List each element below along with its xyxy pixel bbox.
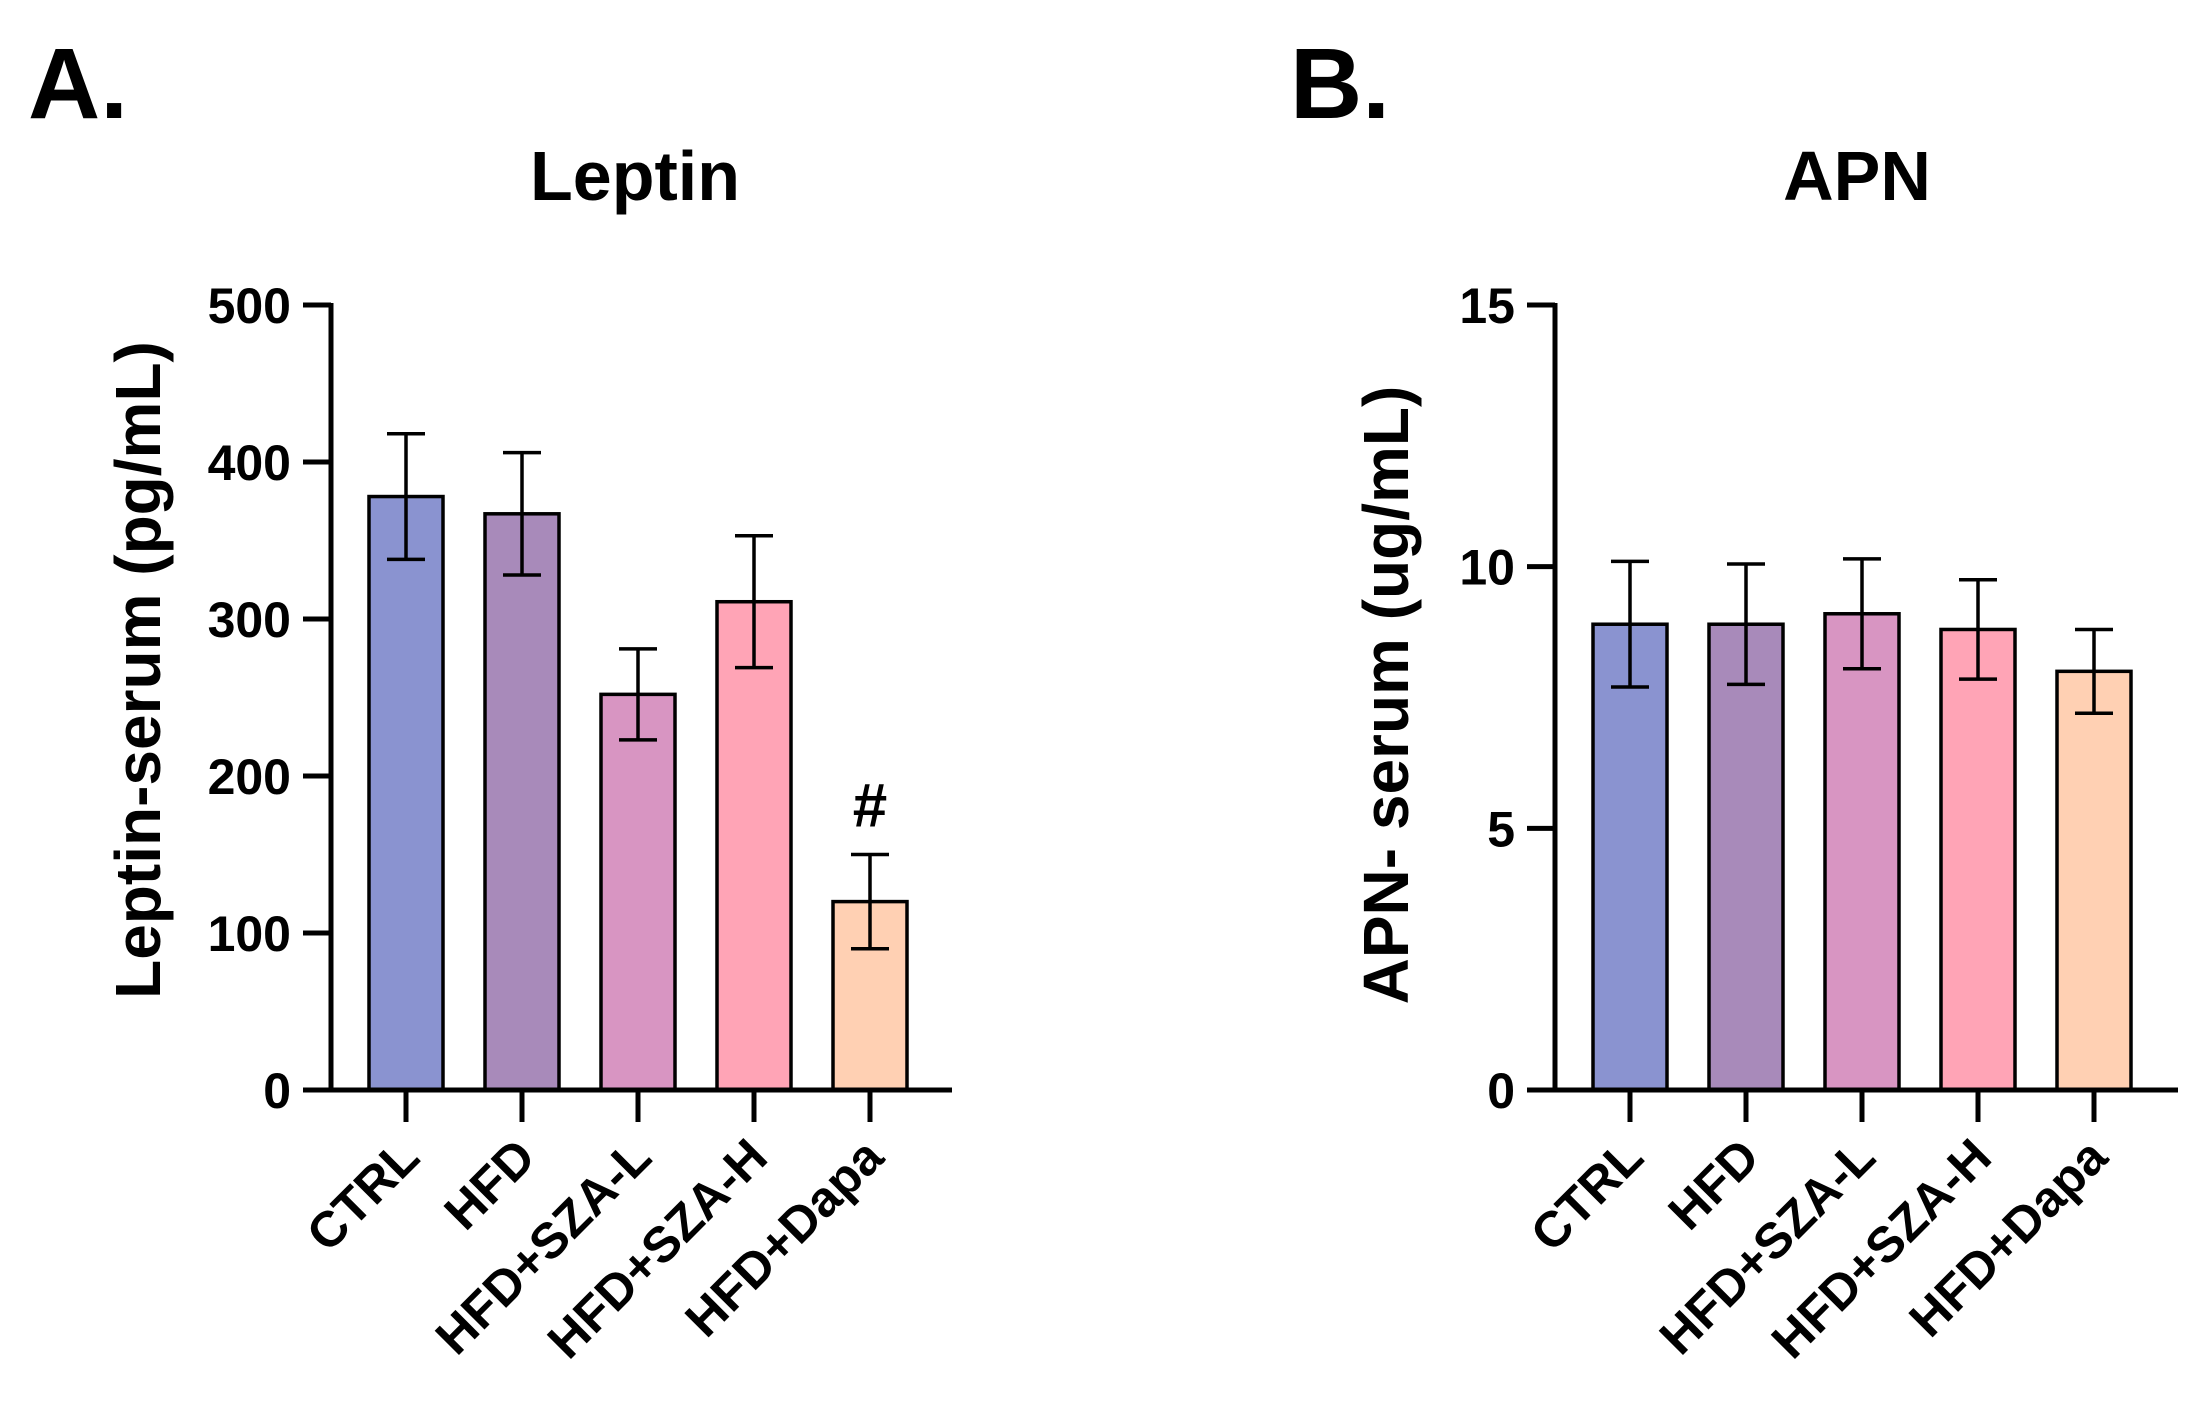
y-axis-title-apn: APN- serum (ug/mL): [1350, 386, 1422, 1005]
apn-error-bar-hfd: [1727, 562, 1765, 687]
leptin-y-tick-label: 0: [263, 1063, 291, 1119]
leptin-y-tick-label: 100: [208, 906, 291, 962]
leptin-bar-ctrl: [367, 494, 445, 1092]
apn-y-tick-label: 0: [1487, 1063, 1515, 1119]
leptin-bar-hfd-plus-sza-h: [715, 599, 793, 1092]
panel-letter-a: A.: [28, 28, 128, 140]
chart-title-leptin: Leptin: [530, 137, 740, 215]
leptin-significance-mark-hfd-plus-dapa: #: [853, 772, 887, 841]
apn-y-tick-label: 10: [1459, 540, 1515, 596]
apn-error-bar-hfd-plus-dapa: [2075, 627, 2113, 715]
leptin-error-bar-hfd-plus-dapa: [851, 852, 889, 951]
chart-title-apn: APN: [1783, 137, 1931, 215]
apn-y-tick-label: 15: [1459, 278, 1515, 334]
apn-error-bar-hfd-plus-sza-l: [1843, 557, 1881, 671]
apn-bar-hfd: [1707, 622, 1785, 1092]
leptin-bar-chart: CTRL HFDHFD+SZA-LHFD+SZA-H#HFD+Dapa010020…: [208, 278, 952, 1369]
leptin-y-tick-label: 400: [208, 435, 291, 491]
panel-letter-b: B.: [1290, 28, 1390, 140]
leptin-error-bar-hfd-plus-sza-l: [619, 647, 657, 742]
leptin-error-bar-ctrl: [387, 431, 425, 562]
leptin-bar-hfd: [483, 512, 561, 1092]
apn-error-bar-ctrl: [1611, 559, 1649, 689]
apn-bar-ctrl: [1591, 622, 1669, 1092]
leptin-error-bar-hfd: [503, 450, 541, 577]
leptin-y-tick-label: 500: [208, 278, 291, 334]
leptin-y-tick-label: 200: [208, 749, 291, 805]
apn-x-tick-label-ctrl: CTRL: [1520, 1128, 1654, 1262]
apn-y-tick-label: 5: [1487, 801, 1515, 857]
leptin-error-bar-hfd-plus-sza-h: [735, 534, 773, 670]
apn-bar-hfd-plus-dapa: [2055, 669, 2133, 1092]
apn-bar-hfd-plus-sza-h: [1939, 627, 2017, 1092]
leptin-x-tick-label-ctrl: CTRL: [296, 1128, 430, 1262]
apn-bar-hfd-plus-sza-l: [1823, 612, 1901, 1092]
leptin-bar-hfd-plus-sza-l: [599, 692, 677, 1092]
leptin-y-tick-label: 300: [208, 592, 291, 648]
apn-error-bar-hfd-plus-sza-h: [1959, 578, 1997, 681]
y-axis-title-leptin: Leptin-serum (pg/mL): [102, 341, 174, 999]
